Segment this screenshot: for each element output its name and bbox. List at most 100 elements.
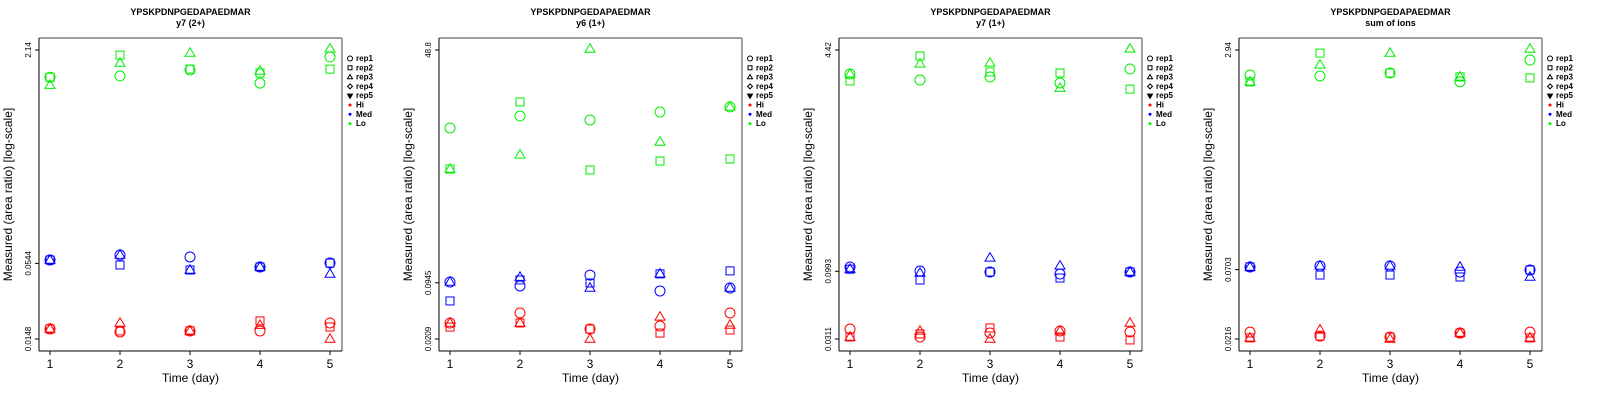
x-tick-label: 1: [447, 357, 454, 371]
data-point-hi-rep3-day3: [984, 332, 996, 343]
data-point-lo-rep3-day3: [984, 56, 996, 67]
x-tick-label: 5: [1127, 357, 1134, 371]
data-point-med-rep2-day4: [1055, 273, 1065, 283]
chart-subtitle: sum of ions: [1365, 18, 1416, 28]
data-point-med-rep2-day5: [725, 266, 735, 276]
legend-label-rep2: rep2: [356, 63, 373, 72]
data-point-hi-rep3-day2: [114, 316, 126, 327]
data-point-med-rep2-day5: [1125, 267, 1135, 277]
legend-label-rep1: rep1: [1156, 54, 1173, 63]
data-point-hi-rep3-day5: [1124, 316, 1136, 327]
data-point-lo-rep1-day3: [584, 114, 596, 126]
data-point-lo-rep2-day1: [45, 72, 55, 82]
data-point-lo-rep3-day5: [1124, 42, 1136, 53]
data-point-lo-rep2-day2: [915, 51, 925, 61]
data-point-hi-rep2-day2: [515, 318, 525, 328]
chart-title: YPSKPDNPGEDAPAEDMAR: [1330, 7, 1451, 17]
data-point-hi-rep3-day5: [1524, 331, 1536, 342]
x-tick-label: 5: [327, 357, 334, 371]
data-point-hi-rep3-day5: [724, 318, 736, 329]
data-point-med-rep2-day1: [45, 255, 55, 265]
data-point-lo-rep1-day4: [254, 77, 266, 89]
data-point-lo-rep2-day5: [325, 64, 335, 74]
data-point-hi-rep2-day1: [445, 322, 455, 332]
data-point-lo-rep2-day2: [1315, 48, 1325, 58]
legend-symbol-rep1: [1147, 55, 1153, 62]
y-tick-label: 48.8: [424, 42, 433, 58]
data-point-hi-rep2-day4: [255, 316, 265, 326]
data-point-med-rep1-day4: [1454, 266, 1466, 278]
legend-label-rep2: rep2: [1156, 63, 1173, 72]
legend-symbol-rep1: [1547, 55, 1553, 62]
legend-symbol-rep2: [347, 65, 353, 71]
data-point-lo-rep3-day2: [1314, 58, 1326, 69]
data-point-lo-rep3-day2: [114, 56, 126, 67]
data-point-med-rep3-day3: [584, 281, 596, 292]
y-tick-label: 0.0544: [24, 251, 33, 276]
data-point-lo-rep2-day1: [445, 164, 455, 174]
data-point-hi-rep2-day1: [845, 332, 855, 342]
data-point-lo-rep3-day1: [1244, 75, 1256, 86]
legend-label-rep5: rep5: [756, 91, 773, 100]
data-point-hi-rep2-day1: [45, 324, 55, 334]
x-tick-label: 3: [187, 357, 194, 371]
data-point-med-rep3-day1: [44, 253, 56, 264]
data-point-med-rep2-day3: [185, 265, 195, 275]
data-point-hi-rep3-day4: [254, 318, 266, 329]
y-axis-label: Measured (area ratio) [log-scale]: [1, 108, 15, 281]
data-point-hi-rep2-day4: [1055, 332, 1065, 342]
data-point-med-rep3-day2: [514, 270, 526, 281]
data-point-med-rep3-day3: [1384, 259, 1396, 270]
y-tick-label: 0.0311: [824, 327, 833, 351]
legend-symbol-rep2: [1547, 65, 1553, 71]
data-point-hi-rep1-day3: [984, 327, 996, 339]
legend-symbol-hi: [1548, 103, 1552, 107]
data-point-hi-rep1-day5: [1124, 326, 1136, 338]
data-point-med-rep3-day3: [184, 263, 196, 274]
chart-title: YPSKPDNPGEDAPAEDMAR: [130, 7, 251, 17]
legend-label-med: Med: [1556, 110, 1572, 119]
y-tick-label: 4.42: [824, 42, 833, 58]
data-point-hi-rep2-day3: [585, 324, 595, 334]
data-point-hi-rep3-day3: [584, 332, 596, 343]
data-point-med-rep2-day4: [1455, 272, 1465, 282]
x-tick-label: 4: [657, 357, 664, 371]
legend-symbol-rep1: [747, 55, 753, 62]
data-point-lo-rep3-day1: [44, 78, 56, 89]
data-point-lo-rep3-day3: [184, 46, 196, 57]
y-tick-label: 2.94: [1224, 42, 1233, 58]
x-tick-label: 4: [1457, 357, 1464, 371]
data-point-med-rep3-day5: [724, 281, 736, 292]
data-point-hi-rep1-day5: [724, 307, 736, 319]
y-tick-label: 0.0209: [424, 326, 433, 351]
x-tick-label: 3: [987, 357, 994, 371]
data-point-lo-rep3-day5: [324, 42, 336, 53]
y-tick-label: 0.0703: [1224, 257, 1233, 282]
legend-label-rep2: rep2: [756, 63, 773, 72]
data-point-hi-rep3-day3: [184, 324, 196, 335]
data-point-med-rep3-day2: [914, 266, 926, 277]
data-point-med-rep3-day4: [1454, 260, 1466, 271]
data-point-hi-rep3-day4: [1454, 326, 1466, 337]
legend-label-lo: Lo: [1556, 119, 1566, 128]
legend-label-rep3: rep3: [1156, 73, 1173, 82]
data-points: [44, 42, 336, 343]
data-point-lo-rep1-day1: [1244, 69, 1256, 81]
data-point-lo-rep3-day2: [914, 57, 926, 68]
legend-label-rep5: rep5: [356, 91, 373, 100]
data-point-lo-rep3-day4: [1054, 81, 1066, 92]
data-point-med-rep2-day4: [655, 269, 665, 279]
data-point-med-rep2-day3: [1385, 270, 1395, 280]
data-point-med-rep1-day5: [1524, 264, 1536, 276]
data-point-med-rep1-day3: [984, 266, 996, 278]
data-point-hi-rep2-day2: [1315, 331, 1325, 341]
data-point-lo-rep2-day2: [515, 97, 525, 107]
data-point-hi-rep3-day1: [1244, 331, 1256, 342]
x-axis-label: Time (day): [1362, 371, 1419, 385]
data-point-lo-rep2-day4: [1455, 72, 1465, 82]
